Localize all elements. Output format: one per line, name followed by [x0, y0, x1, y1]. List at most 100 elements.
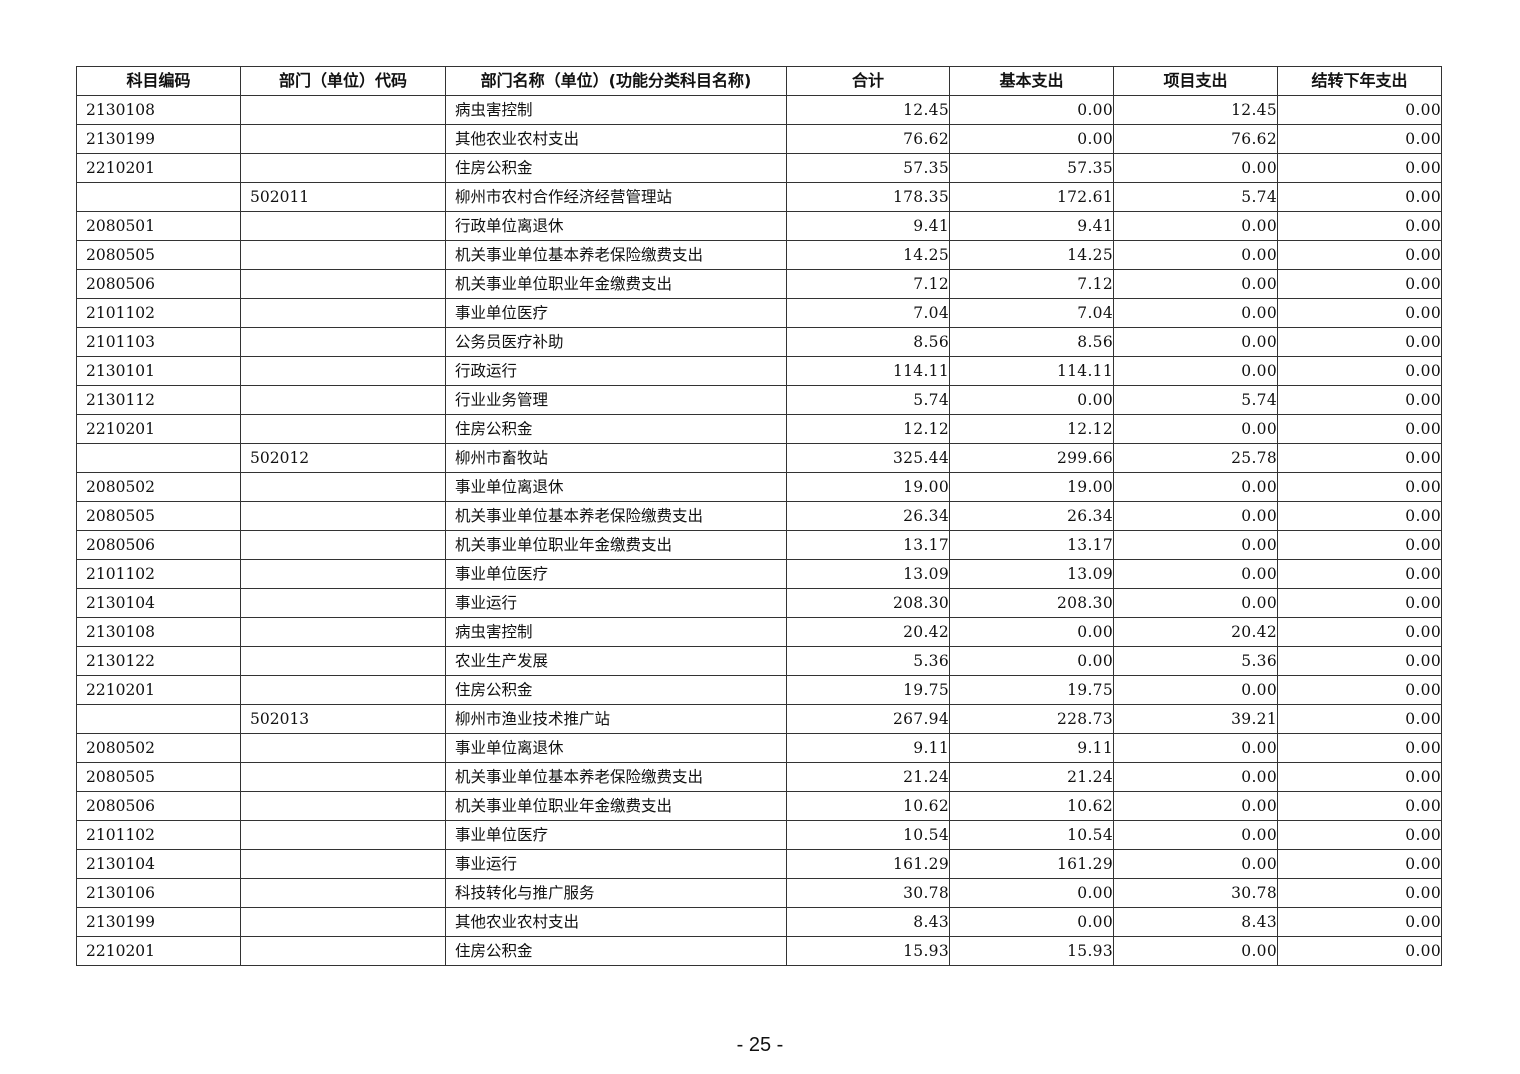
cell-carryover-expense: 0.00 [1277, 414, 1442, 444]
cell-total: 7.04 [786, 298, 950, 328]
cell-project-expense: 0.00 [1113, 298, 1278, 328]
cell-subject-code: 2080505 [76, 762, 241, 792]
cell-subject-code: 2080506 [76, 269, 241, 299]
cell-dept-code [240, 414, 446, 444]
cell-dept-name: 住房公积金 [445, 414, 787, 444]
cell-total: 208.30 [786, 588, 950, 618]
cell-dept-name: 柳州市畜牧站 [445, 443, 787, 473]
cell-total: 15.93 [786, 936, 950, 966]
header-subject-code: 科目编码 [76, 66, 241, 96]
cell-total: 10.62 [786, 791, 950, 821]
header-dept-name: 部门名称（单位）(功能分类科目名称) [445, 66, 787, 96]
cell-subject-code: 2080506 [76, 530, 241, 560]
cell-dept-name: 农业生产发展 [445, 646, 787, 676]
cell-total: 10.54 [786, 820, 950, 850]
cell-dept-name: 住房公积金 [445, 675, 787, 705]
cell-subject-code: 2101102 [76, 559, 241, 589]
cell-dept-name: 机关事业单位职业年金缴费支出 [445, 530, 787, 560]
cell-subject-code: 2130104 [76, 588, 241, 618]
cell-carryover-expense: 0.00 [1277, 356, 1442, 386]
table-row: 2080502 事业单位离退休 9.11 9.11 0.00 0.00 [76, 733, 1442, 763]
department-row: 502011 柳州市农村合作经济经营管理站 178.35 172.61 5.74 0.00 [76, 182, 1442, 212]
cell-dept-name: 机关事业单位职业年金缴费支出 [445, 791, 787, 821]
cell-dept-name: 柳州市农村合作经济经营管理站 [445, 182, 787, 212]
cell-total: 76.62 [786, 124, 950, 154]
cell-dept-name: 行业业务管理 [445, 385, 787, 415]
cell-subject-code: 2130199 [76, 907, 241, 937]
header-total: 合计 [786, 66, 950, 96]
cell-project-expense: 76.62 [1113, 124, 1278, 154]
cell-dept-code [240, 298, 446, 328]
cell-dept-code [240, 878, 446, 908]
cell-dept-name: 事业单位医疗 [445, 820, 787, 850]
cell-basic-expense: 8.56 [949, 327, 1114, 357]
cell-basic-expense: 114.11 [949, 356, 1114, 386]
cell-dept-name: 科技转化与推广服务 [445, 878, 787, 908]
cell-basic-expense: 0.00 [949, 907, 1114, 937]
cell-total: 14.25 [786, 240, 950, 270]
cell-subject-code: 2130112 [76, 385, 241, 415]
table-row: 2130104 事业运行 208.30 208.30 0.00 0.00 [76, 588, 1442, 618]
cell-project-expense: 0.00 [1113, 762, 1278, 792]
cell-project-expense: 12.45 [1113, 95, 1278, 125]
cell-basic-expense: 14.25 [949, 240, 1114, 270]
cell-total: 9.11 [786, 733, 950, 763]
cell-dept-code [240, 762, 446, 792]
cell-carryover-expense: 0.00 [1277, 385, 1442, 415]
cell-dept-name: 其他农业农村支出 [445, 124, 787, 154]
table-row: 2101102 事业单位医疗 10.54 10.54 0.00 0.00 [76, 820, 1442, 850]
cell-total: 13.09 [786, 559, 950, 589]
cell-dept-code [240, 675, 446, 705]
cell-dept-code [240, 95, 446, 125]
cell-subject-code: 2130199 [76, 124, 241, 154]
cell-carryover-expense: 0.00 [1277, 298, 1442, 328]
cell-dept-name: 住房公积金 [445, 153, 787, 183]
cell-carryover-expense: 0.00 [1277, 646, 1442, 676]
cell-dept-name: 事业运行 [445, 588, 787, 618]
header-carryover-expense: 结转下年支出 [1277, 66, 1442, 96]
cell-basic-expense: 9.11 [949, 733, 1114, 763]
cell-basic-expense: 0.00 [949, 878, 1114, 908]
cell-total: 13.17 [786, 530, 950, 560]
cell-project-expense: 0.00 [1113, 675, 1278, 705]
cell-dept-name: 病虫害控制 [445, 617, 787, 647]
cell-total: 19.75 [786, 675, 950, 705]
cell-subject-code: 2101102 [76, 298, 241, 328]
cell-project-expense: 0.00 [1113, 733, 1278, 763]
cell-basic-expense: 228.73 [949, 704, 1114, 734]
table-row: 2130108 病虫害控制 12.45 0.00 12.45 0.00 [76, 95, 1442, 125]
cell-subject-code: 2130101 [76, 356, 241, 386]
cell-basic-expense: 57.35 [949, 153, 1114, 183]
table-row: 2130108 病虫害控制 20.42 0.00 20.42 0.00 [76, 617, 1442, 647]
cell-dept-code [240, 327, 446, 357]
cell-subject-code: 2080502 [76, 472, 241, 502]
cell-basic-expense: 0.00 [949, 124, 1114, 154]
table-row: 2210201 住房公积金 15.93 15.93 0.00 0.00 [76, 936, 1442, 966]
cell-dept-code: 502013 [240, 704, 446, 734]
cell-total: 26.34 [786, 501, 950, 531]
cell-dept-code [240, 124, 446, 154]
cell-dept-name: 其他农业农村支出 [445, 907, 787, 937]
table-row: 2130104 事业运行 161.29 161.29 0.00 0.00 [76, 849, 1442, 879]
cell-dept-code [240, 907, 446, 937]
cell-basic-expense: 7.04 [949, 298, 1114, 328]
cell-basic-expense: 0.00 [949, 617, 1114, 647]
table-row: 2101102 事业单位医疗 7.04 7.04 0.00 0.00 [76, 298, 1442, 328]
cell-project-expense: 0.00 [1113, 211, 1278, 241]
table-row: 2080506 机关事业单位职业年金缴费支出 10.62 10.62 0.00 0.00 [76, 791, 1442, 821]
cell-carryover-expense: 0.00 [1277, 327, 1442, 357]
cell-basic-expense: 21.24 [949, 762, 1114, 792]
cell-project-expense: 8.43 [1113, 907, 1278, 937]
cell-project-expense: 5.74 [1113, 385, 1278, 415]
cell-project-expense: 25.78 [1113, 443, 1278, 473]
cell-carryover-expense: 0.00 [1277, 443, 1442, 473]
cell-basic-expense: 19.00 [949, 472, 1114, 502]
cell-total: 5.74 [786, 385, 950, 415]
table-row: 2130199 其他农业农村支出 76.62 0.00 76.62 0.00 [76, 124, 1442, 154]
cell-dept-code [240, 791, 446, 821]
cell-basic-expense: 172.61 [949, 182, 1114, 212]
cell-dept-code [240, 849, 446, 879]
cell-dept-code [240, 820, 446, 850]
cell-carryover-expense: 0.00 [1277, 269, 1442, 299]
cell-total: 12.12 [786, 414, 950, 444]
